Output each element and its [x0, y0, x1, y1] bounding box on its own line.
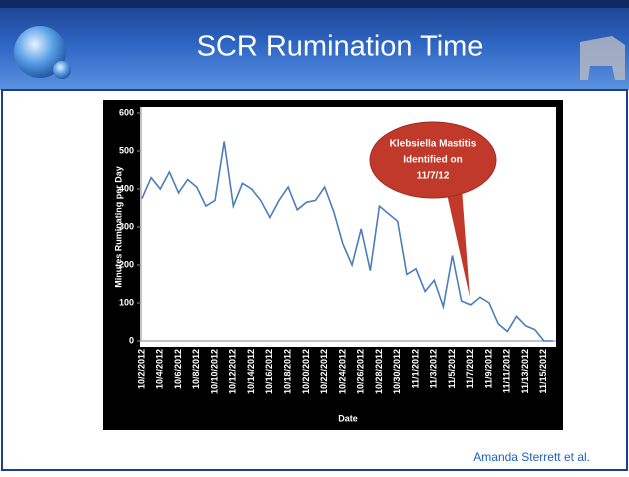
x-tick-label: 11/5/2012 [447, 349, 457, 389]
x-tick-label: 10/2/2012 [136, 349, 146, 389]
cow-icon [580, 36, 625, 80]
x-tick-label: 11/9/2012 [483, 349, 493, 389]
x-tick-label: 10/14/2012 [246, 349, 256, 394]
callout [369, 121, 497, 199]
x-tick-label: 10/8/2012 [191, 349, 201, 389]
x-tick-label: 10/18/2012 [283, 349, 293, 394]
callout-pointer [445, 185, 470, 297]
x-tick-label: 11/11/2012 [502, 349, 512, 393]
annotation: Identified on [403, 155, 462, 166]
x-tick-label: 10/26/2012 [356, 349, 366, 394]
x-tick-label: 10/4/2012 [155, 349, 165, 389]
x-tick-label: 10/22/2012 [319, 349, 329, 394]
x-tick-label: 10/20/2012 [301, 349, 311, 394]
y-tick-label: 0 [129, 335, 134, 345]
logo-small [53, 61, 71, 79]
y-tick-label: 600 [119, 107, 134, 117]
x-tick-label: 10/16/2012 [264, 349, 274, 394]
y-axis-label: Minutes Ruminating per Day [113, 166, 123, 288]
x-tick-label: 11/3/2012 [429, 349, 439, 389]
x-tick-label: 11/7/2012 [465, 349, 475, 389]
x-tick-label: 11/15/2012 [538, 349, 548, 394]
y-tick-label: 400 [119, 183, 134, 193]
x-tick-label: 11/1/2012 [410, 349, 420, 389]
x-tick-label: 10/12/2012 [228, 349, 238, 394]
y-tick-label: 200 [119, 259, 134, 269]
y-tick-label: 500 [119, 145, 134, 155]
line [141, 141, 553, 342]
y-tick-label: 100 [119, 297, 134, 307]
credit: Amanda Sterrett et al. [473, 450, 590, 464]
x-tick-label: 10/24/2012 [337, 349, 347, 394]
x-tick-label: 11/13/2012 [520, 349, 530, 394]
x-tick-label: 10/28/2012 [374, 349, 384, 394]
x-tick-label: 10/30/2012 [392, 349, 402, 394]
x-tick-label: 10/6/2012 [173, 349, 183, 389]
slide-title: SCR Rumination Time [197, 31, 484, 63]
banner [0, 0, 629, 90]
y-tick-label: 300 [119, 221, 134, 231]
banner-top [0, 0, 629, 8]
plot-area [140, 107, 556, 347]
x-axis-label: Date [338, 413, 358, 423]
annotation: 11/7/12 [417, 171, 450, 182]
chart: 0 100 200 300 400 500 600 10/2/2012 10/4/2012 10/… [113, 107, 556, 423]
frame [1, 89, 628, 471]
x-tick-label: 10/10/2012 [209, 349, 219, 394]
annotation: Klebsiella Mastitis [390, 139, 477, 150]
logo [14, 26, 66, 78]
